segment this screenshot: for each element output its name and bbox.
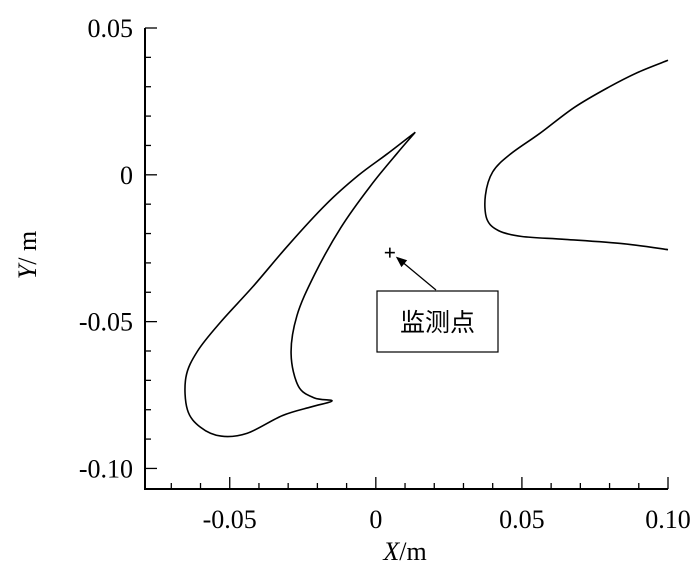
annotation-label: 监测点 bbox=[400, 308, 475, 337]
y-tick-label: 0 bbox=[120, 161, 133, 190]
annotation-box bbox=[376, 290, 499, 353]
x-tick-label: 0.05 bbox=[499, 505, 545, 534]
monitor-point-annotation: 监测点 bbox=[376, 247, 499, 353]
y-axis-ticks: 0.05 0 -0.05 -0.10 bbox=[79, 14, 157, 483]
vane-profile-curve bbox=[484, 59, 669, 251]
y-axis-label: Y/ m bbox=[13, 231, 42, 279]
y-tick-label: -0.10 bbox=[79, 454, 133, 483]
y-tick-label: 0.05 bbox=[88, 14, 134, 43]
x-axis-label: X/m bbox=[382, 537, 426, 566]
x-axis-ticks: -0.05 0 0.05 0.10 bbox=[170, 477, 691, 534]
profile-curves bbox=[184, 59, 669, 438]
blade-profile-curve bbox=[184, 131, 416, 438]
y-tick-label: -0.05 bbox=[79, 308, 133, 337]
x-tick-label: 0 bbox=[369, 505, 382, 534]
x-tick-label: -0.05 bbox=[203, 505, 257, 534]
annotation-arrow-head bbox=[395, 256, 408, 268]
x-tick-label: 0.10 bbox=[645, 505, 691, 534]
annotation-arrow-line bbox=[401, 261, 437, 291]
